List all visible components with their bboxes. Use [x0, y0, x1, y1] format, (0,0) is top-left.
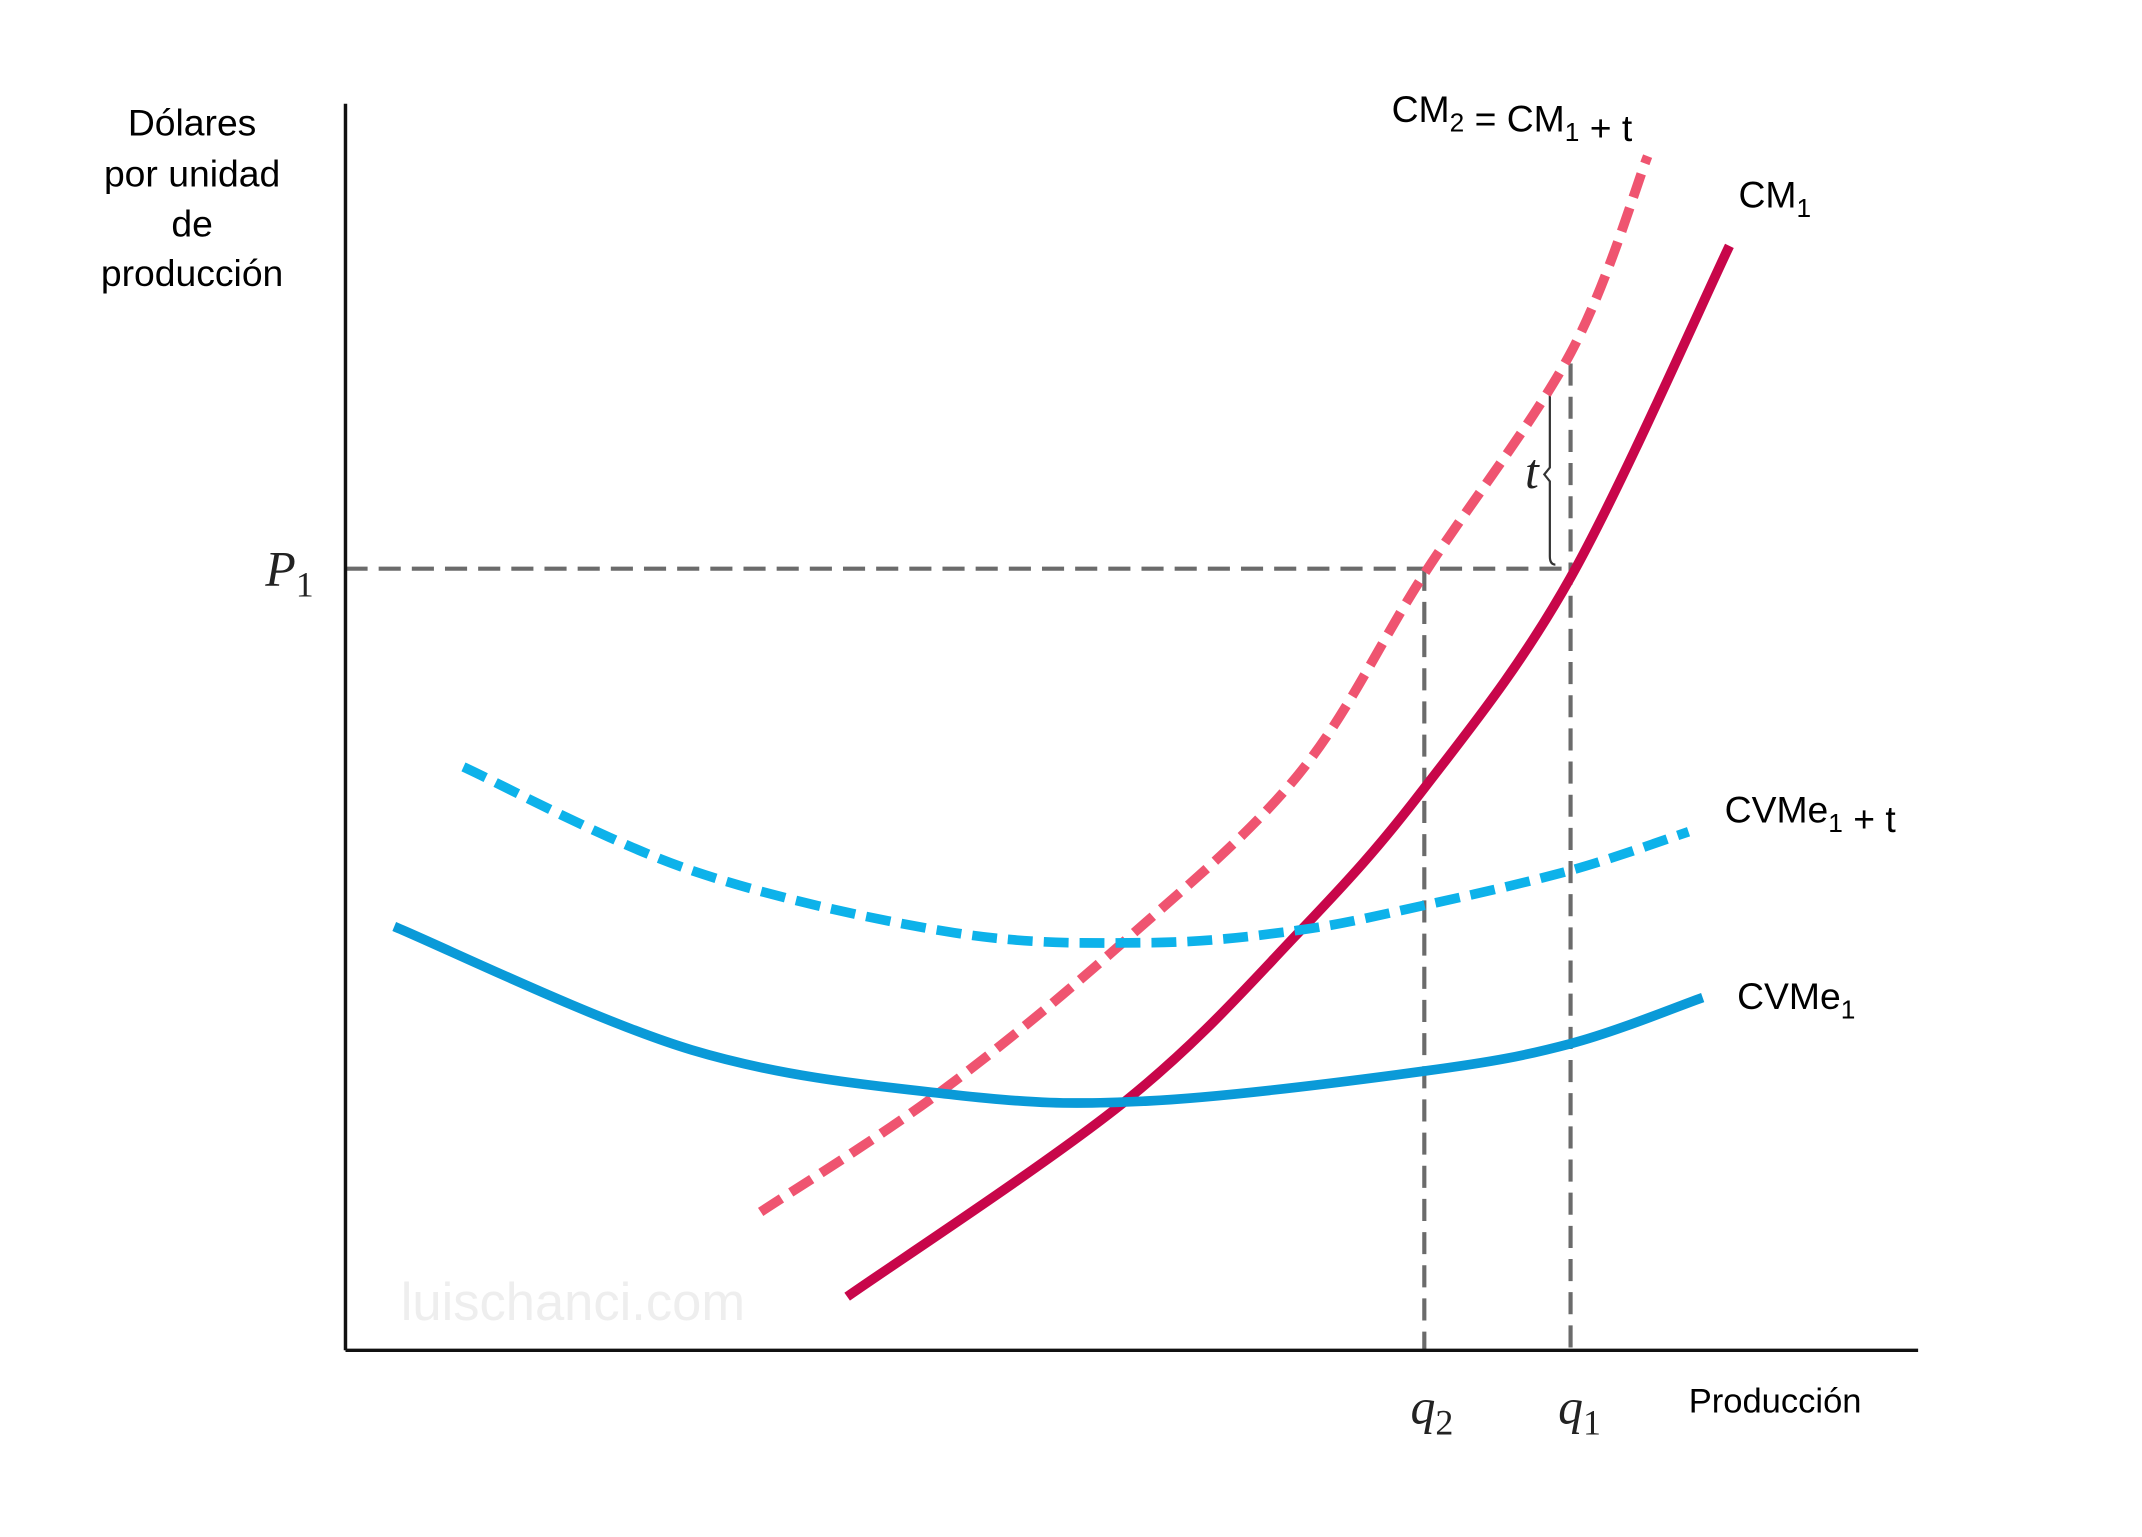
label-text: CVMe — [1737, 975, 1841, 1017]
q2-tick-label-main: q — [1410, 1380, 1435, 1435]
tax-bracket — [1542, 383, 1556, 566]
p1-tick-label-subscript: 1 — [296, 564, 314, 604]
label-text: CM — [1392, 88, 1450, 130]
watermark: luischanci.com — [401, 1273, 745, 1332]
curves — [392, 154, 1734, 1301]
series-line-cvme1-t — [461, 762, 1691, 948]
q1-tick-label-subscript: 1 — [1583, 1403, 1601, 1443]
label-text: CM — [1738, 173, 1796, 215]
y-axis-label-line: por unidad — [104, 153, 280, 195]
q2-tick-label-subscript: 2 — [1435, 1403, 1453, 1443]
y-axis-label: Dólares por unidad de producción — [101, 102, 283, 295]
y-axis-label-line: de — [171, 202, 213, 244]
label-subscript: 2 — [1450, 107, 1465, 137]
label-subscript: 1 — [1565, 117, 1580, 147]
label-subscript: 1 — [1796, 193, 1811, 223]
reference-lines — [345, 363, 1573, 1351]
q2-tick-label: q2 — [1410, 1380, 1453, 1443]
tax-label-main: t — [1525, 444, 1540, 499]
tax-label: t — [1525, 444, 1540, 499]
series-line-cm1 — [844, 243, 1734, 1301]
p1-tick-label-main: P — [264, 541, 295, 596]
label-text: = CM — [1464, 97, 1565, 139]
label-subscript: 1 — [1828, 808, 1843, 838]
label-text: CVMe — [1725, 788, 1829, 830]
x-axis-label: Producción — [1689, 1382, 1862, 1420]
y-axis-label-line: producción — [101, 252, 283, 294]
label-text: + t — [1579, 107, 1633, 149]
p1-tick-label: P1 — [264, 541, 313, 604]
label-text: + t — [1843, 798, 1897, 840]
series-line-cvme1 — [392, 922, 1705, 1108]
series-label: CM2 = CM1 + t — [1392, 88, 1633, 149]
label-subscript: 1 — [1841, 995, 1856, 1025]
q1-tick-label: q1 — [1558, 1380, 1601, 1443]
series-label: CM1 — [1738, 173, 1811, 223]
q1-tick-label-main: q — [1558, 1380, 1583, 1435]
series-label: CVMe1 + t — [1725, 788, 1897, 840]
y-axis-label-line: Dólares — [128, 102, 257, 144]
series-label: CVMe1 — [1737, 975, 1855, 1025]
